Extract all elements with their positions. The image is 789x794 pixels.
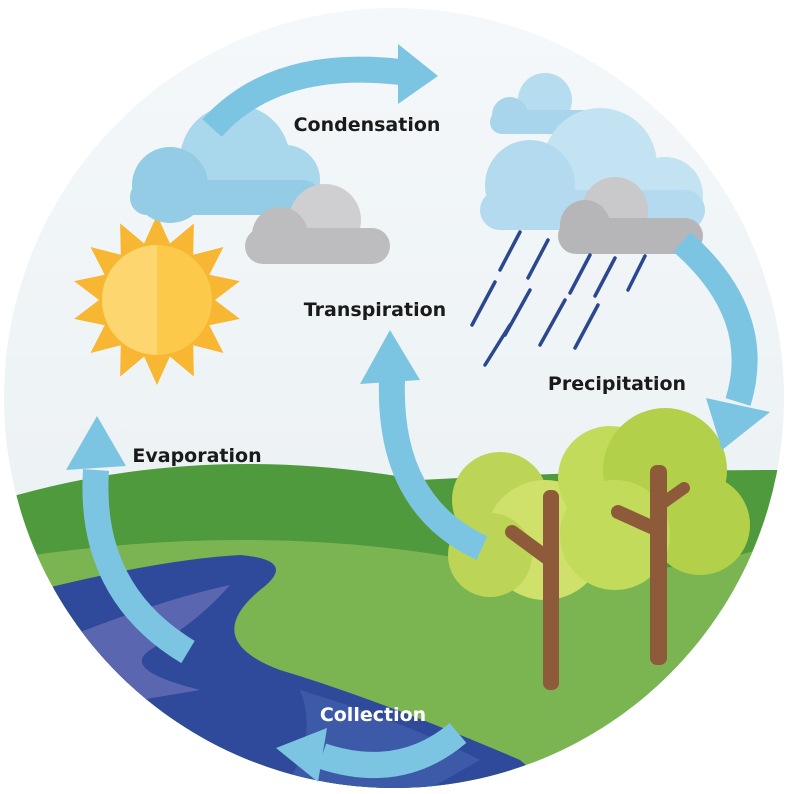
precipitation-label: Precipitation <box>548 373 686 395</box>
condensation-label: Condensation <box>294 114 441 136</box>
collection-label: Collection <box>320 704 426 726</box>
transpiration-label: Transpiration <box>304 299 446 321</box>
tree-trunk <box>543 490 559 690</box>
evaporation-label: Evaporation <box>132 445 261 467</box>
water-cycle-diagram: Condensation Transpiration Precipitation… <box>0 0 789 794</box>
